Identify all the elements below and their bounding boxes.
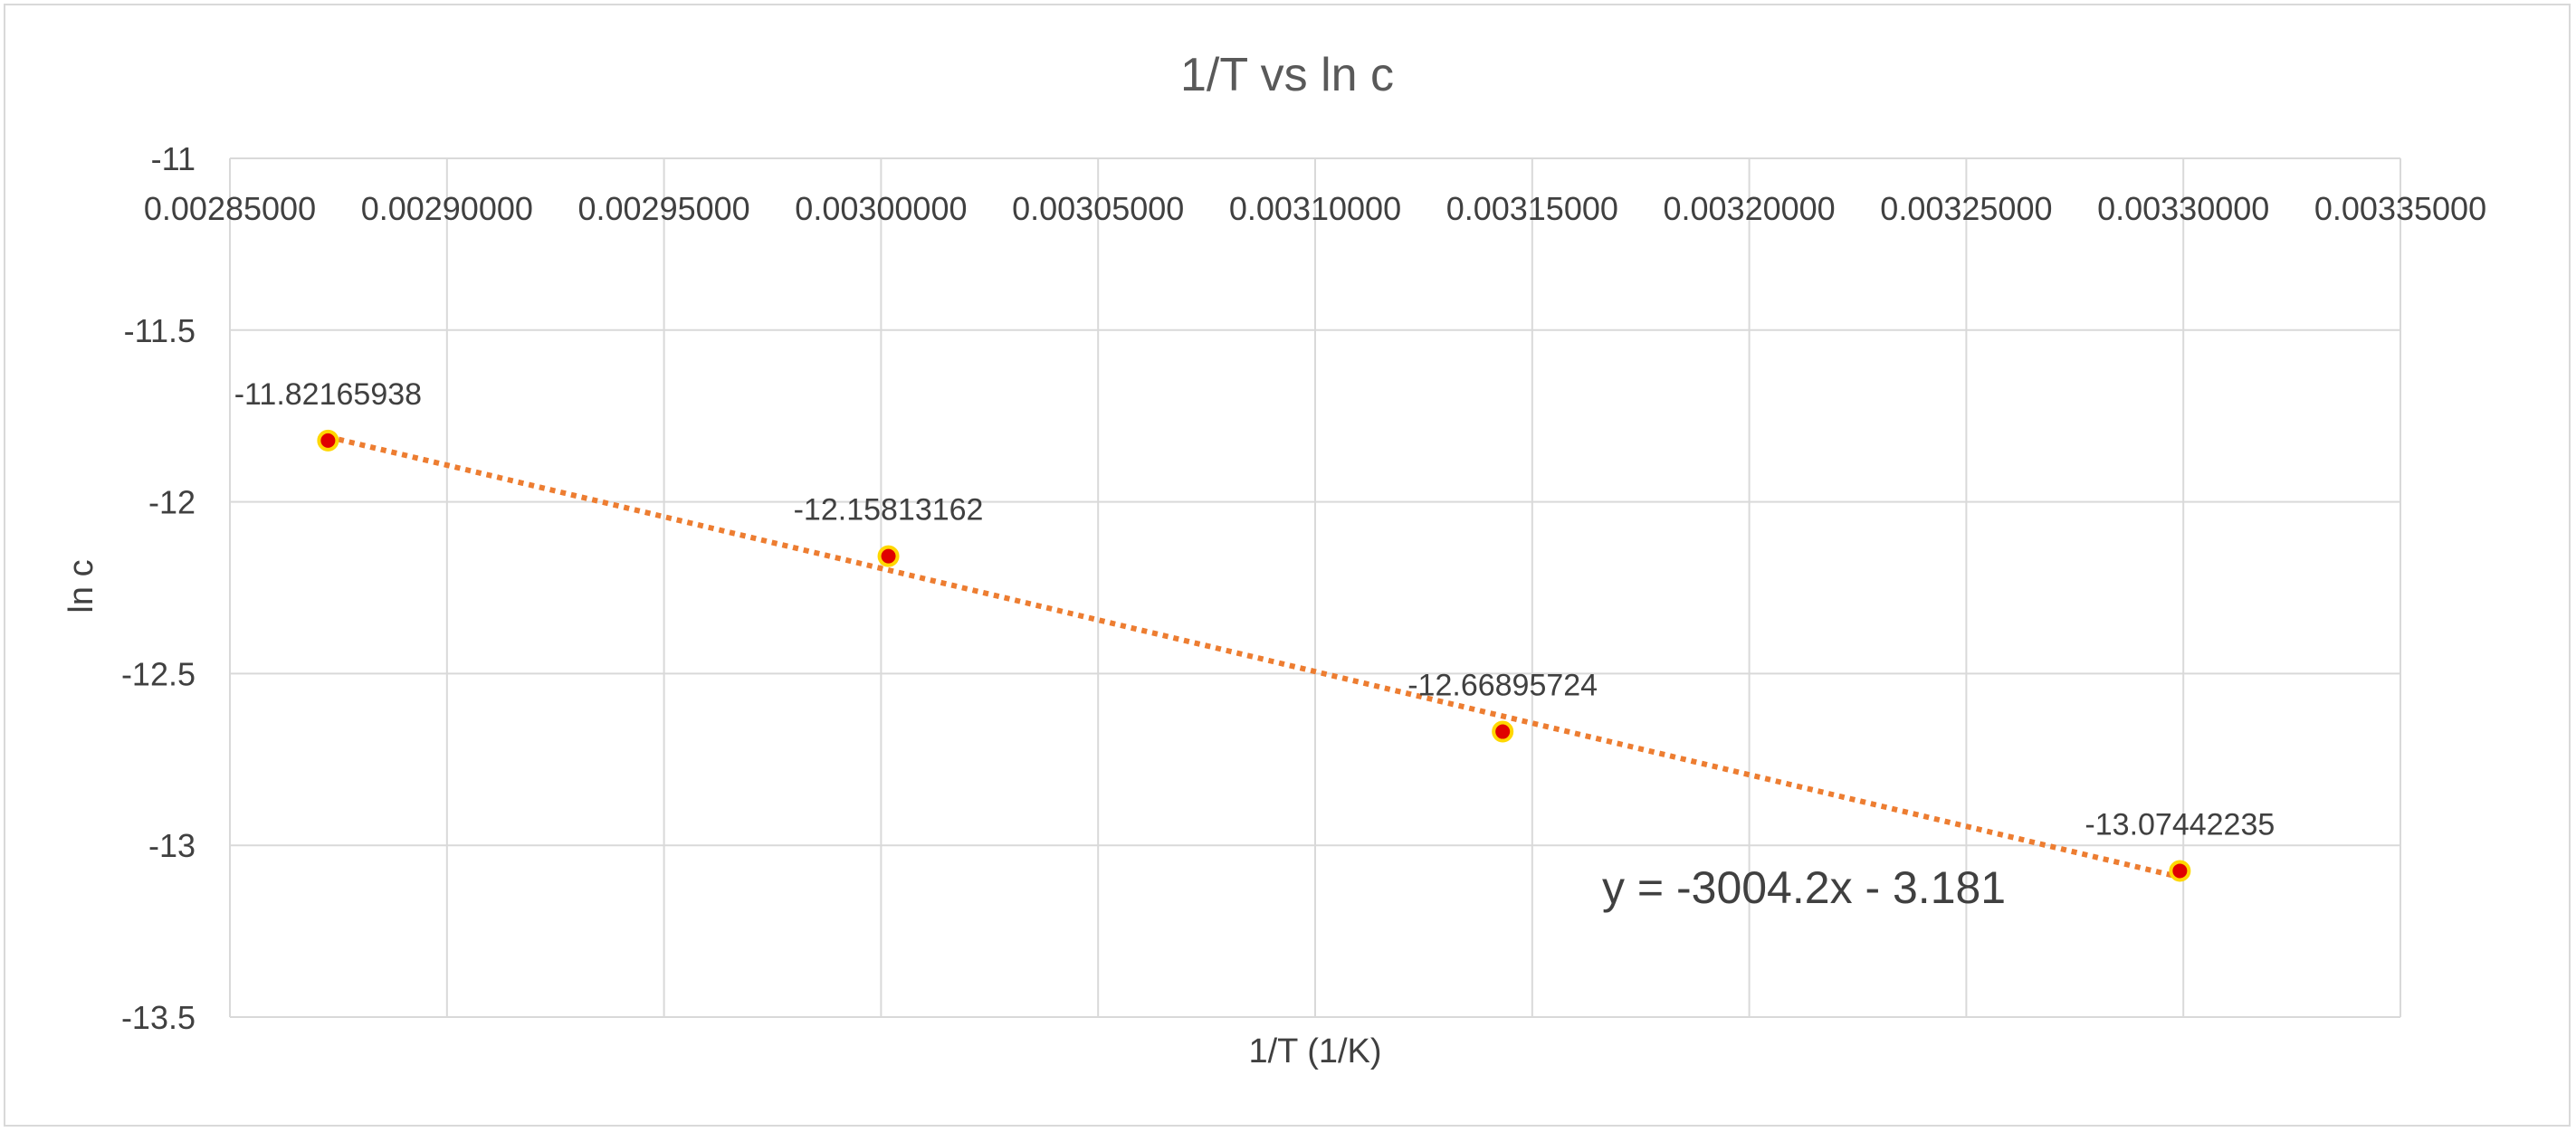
trendline-equation: y = -3004.2x - 3.181 <box>1602 862 2006 913</box>
x-tick-label: 0.00290000 <box>361 190 533 227</box>
grid <box>229 157 2401 1018</box>
chart-title: 1/T vs ln c <box>1180 49 1394 101</box>
data-points <box>317 429 2191 882</box>
x-tick-label: 0.00335000 <box>2314 190 2486 227</box>
chart-frame <box>4 4 2571 1127</box>
x-tick-label: 0.00330000 <box>2097 190 2269 227</box>
x-tick-label: 0.00325000 <box>1880 190 2052 227</box>
x-axis-ticks: 0.00285000 0.00290000 0.00295000 0.00300000… <box>144 190 2486 227</box>
y-tick-label: -12 <box>148 484 196 521</box>
y-tick-label: -13 <box>148 827 196 864</box>
x-tick-label: 0.00295000 <box>577 190 749 227</box>
data-point <box>1492 720 1514 743</box>
trendline <box>327 433 2181 880</box>
x-tick-label: 0.00300000 <box>795 190 967 227</box>
y-tick-label: -11 <box>151 140 196 177</box>
x-tick-label: 0.00315000 <box>1446 190 1618 227</box>
y-tick-label: -11.5 <box>124 312 196 349</box>
x-tick-label: 0.00305000 <box>1012 190 1184 227</box>
data-point <box>877 545 900 567</box>
y-axis-title: ln c <box>62 559 100 613</box>
data-label: -12.66895724 <box>1407 669 1598 703</box>
data-labels: -11.82165938 -12.15813162 -12.66895724 -13.… <box>234 377 2275 842</box>
x-axis-title: 1/T (1/K) <box>1248 1032 1381 1070</box>
trendline-group <box>327 433 2181 880</box>
x-tick-label: 0.00320000 <box>1663 190 1835 227</box>
data-point <box>317 429 339 452</box>
data-label: -11.82165938 <box>234 377 422 412</box>
y-axis-ticks: -11 -11.5 -12 -12.5 -13 -13.5 <box>121 140 196 1036</box>
data-point <box>2169 860 2191 882</box>
x-tick-label: 0.00310000 <box>1229 190 1401 227</box>
x-tick-label: 0.00285000 <box>144 190 316 227</box>
data-label: -12.15813162 <box>794 493 984 528</box>
y-tick-label: -13.5 <box>121 999 196 1036</box>
data-label: -13.07442235 <box>2085 807 2275 842</box>
y-tick-label: -12.5 <box>121 655 196 692</box>
